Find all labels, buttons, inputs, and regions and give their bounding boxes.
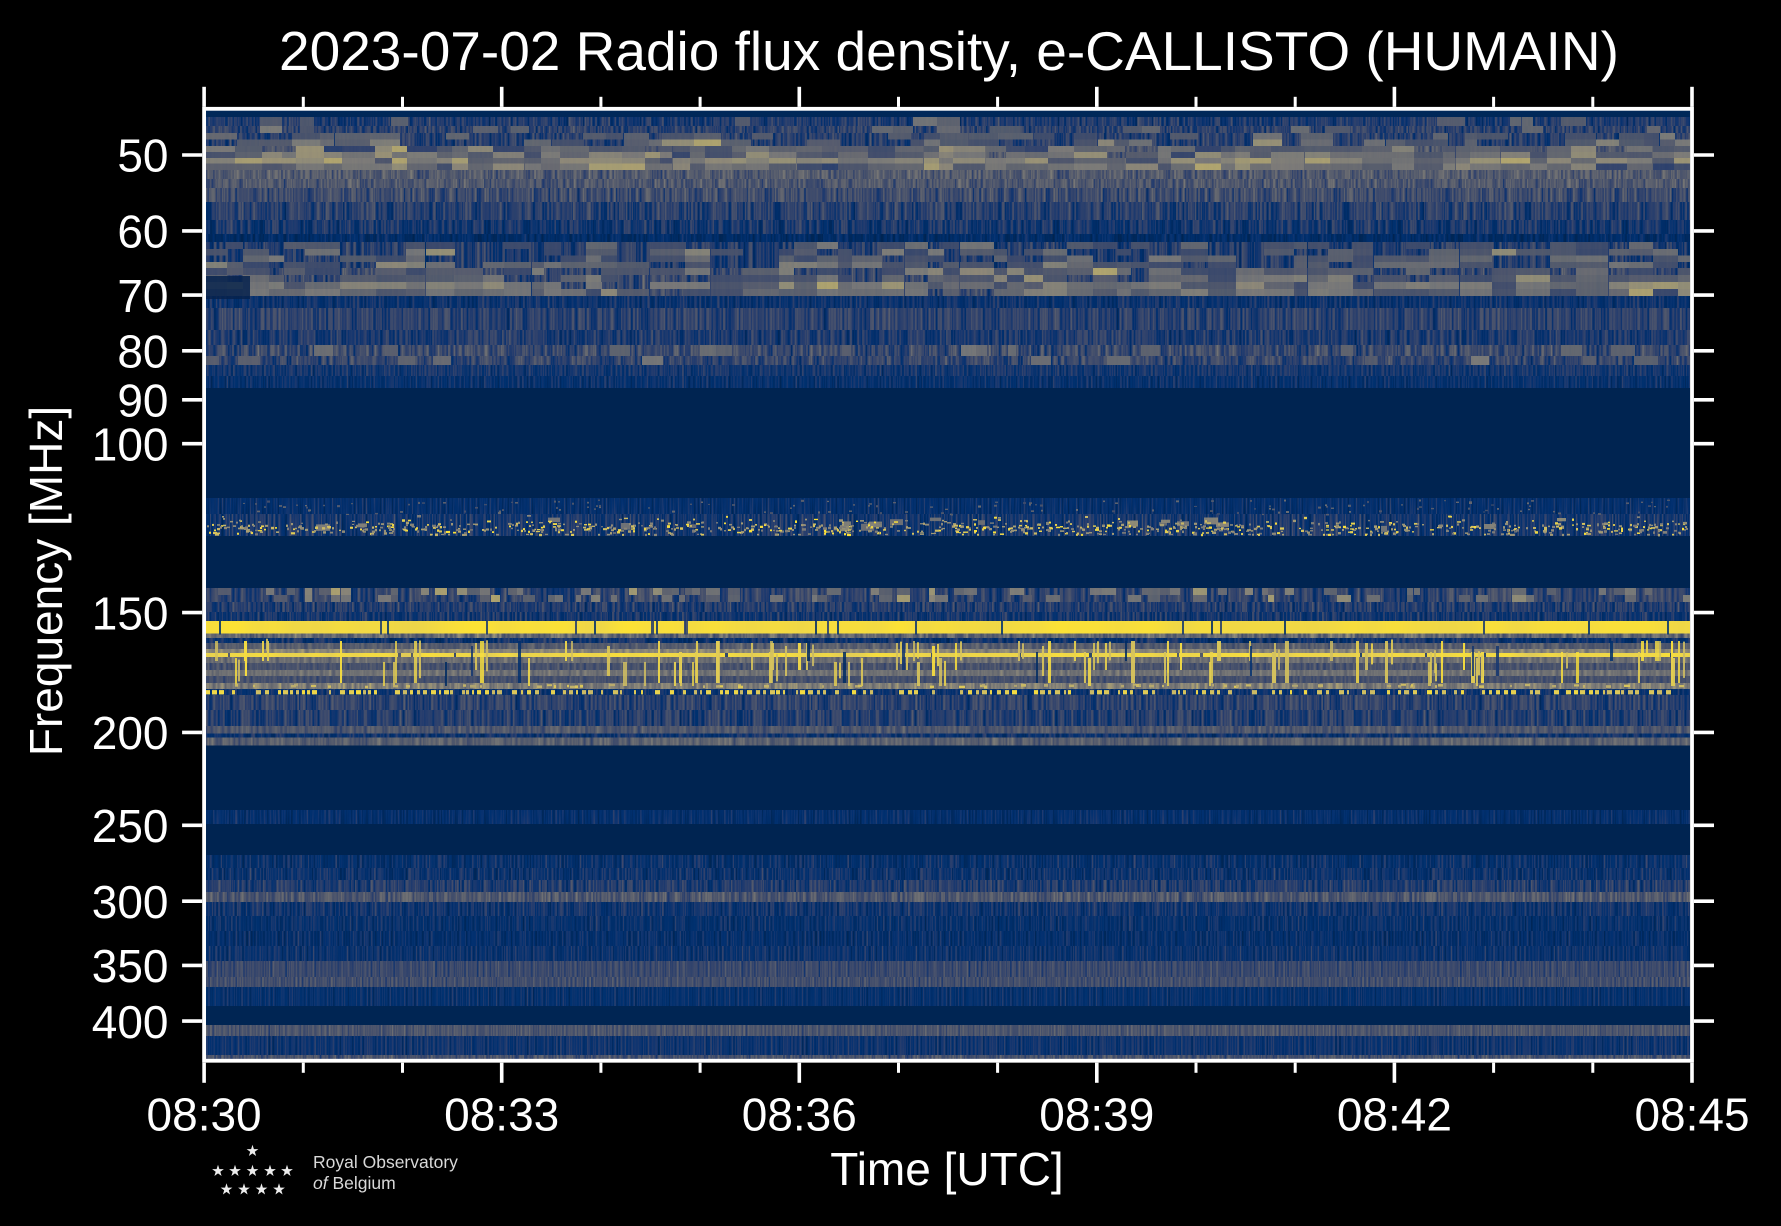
svg-text:150: 150 xyxy=(92,587,169,639)
svg-text:08:30: 08:30 xyxy=(147,1089,262,1141)
svg-text:80: 80 xyxy=(117,326,168,378)
svg-text:100: 100 xyxy=(92,418,169,470)
svg-text:08:36: 08:36 xyxy=(742,1089,857,1141)
svg-text:Royal Observatory: Royal Observatory xyxy=(313,1152,458,1172)
svg-text:08:33: 08:33 xyxy=(444,1089,559,1141)
svg-text:08:42: 08:42 xyxy=(1337,1089,1452,1141)
svg-text:400: 400 xyxy=(92,996,169,1048)
svg-text:70: 70 xyxy=(117,270,168,322)
svg-text:2023-07-02 Radio flux density,: 2023-07-02 Radio flux density, e-CALLIST… xyxy=(279,20,1619,82)
svg-text:200: 200 xyxy=(92,707,169,759)
svg-text:50: 50 xyxy=(117,130,168,182)
svg-text:90: 90 xyxy=(117,375,168,427)
svg-text:Frequency [MHz]: Frequency [MHz] xyxy=(20,406,72,756)
svg-text:300: 300 xyxy=(92,876,169,928)
svg-text:350: 350 xyxy=(92,940,169,992)
svg-text:Time [UTC]: Time [UTC] xyxy=(830,1143,1063,1195)
svg-text:250: 250 xyxy=(92,800,169,852)
svg-text:08:45: 08:45 xyxy=(1634,1089,1749,1141)
svg-text:of Belgium: of Belgium xyxy=(313,1173,396,1193)
svg-text:08:39: 08:39 xyxy=(1039,1089,1154,1141)
svg-text:60: 60 xyxy=(117,206,168,258)
